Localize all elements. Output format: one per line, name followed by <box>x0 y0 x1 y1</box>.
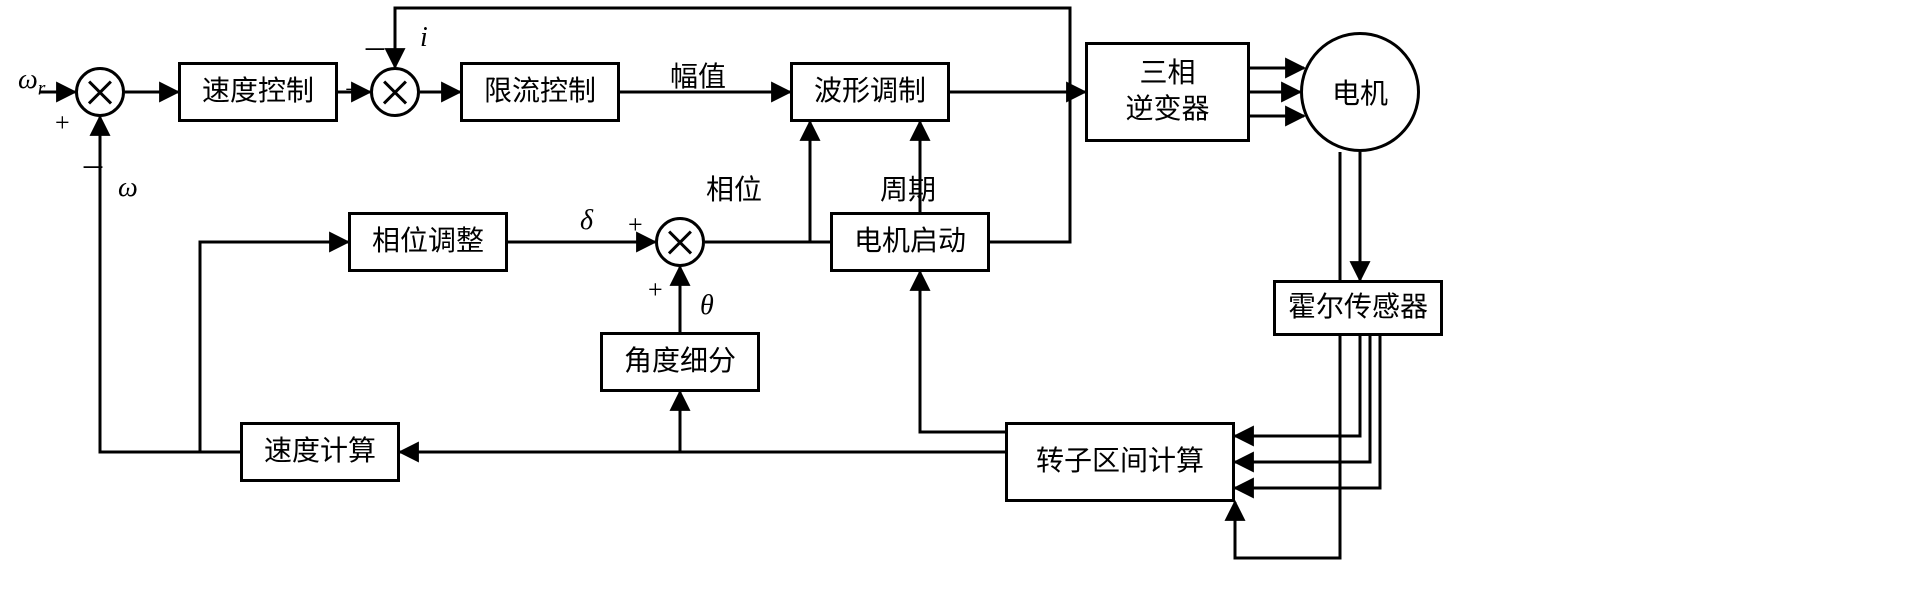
wire-17 <box>100 117 240 452</box>
block-current_lim: 限流控制 <box>460 62 620 122</box>
block-speed_ctrl: 速度控制 <box>178 62 338 122</box>
sign-s3_plus1: + <box>628 210 643 240</box>
block-angle_sub: 角度细分 <box>600 332 760 392</box>
block-inverter: 三相逆变器 <box>1085 42 1250 142</box>
sign-s2_plus: + <box>345 75 360 105</box>
sign-s1_plus: + <box>55 108 70 138</box>
block-wave_mod: 波形调制 <box>790 62 950 122</box>
sign-s1_minus: － <box>80 148 106 185</box>
wire-13 <box>1235 336 1380 488</box>
motor: 电机 <box>1300 32 1420 152</box>
label-omega_r: ωr <box>18 64 45 101</box>
block-speed_calc: 速度计算 <box>240 422 400 482</box>
block-hall: 霍尔传感器 <box>1273 280 1443 336</box>
wire-10 <box>1235 152 1340 558</box>
label-i: i <box>420 22 428 54</box>
block-rotor_calc: 转子区间计算 <box>1005 422 1235 502</box>
label-amp: 幅值 <box>670 55 726 95</box>
label-theta: θ <box>700 290 714 322</box>
label-delta: δ <box>580 205 593 237</box>
sign-s3_plus2: + <box>648 275 663 305</box>
wire-12 <box>1235 336 1370 462</box>
wire-18 <box>200 242 348 452</box>
block-motor_start: 电机启动 <box>830 212 990 272</box>
label-period: 周期 <box>880 168 936 208</box>
summer-s1 <box>75 67 125 117</box>
sign-s2_minus: － <box>362 30 388 67</box>
label-phase: 相位 <box>706 168 762 208</box>
summer-s2 <box>370 67 420 117</box>
label-omega: ω <box>118 172 138 204</box>
wire-11 <box>1235 336 1360 436</box>
block-phase_adj: 相位调整 <box>348 212 508 272</box>
wire-24 <box>920 272 1005 432</box>
summer-s3 <box>655 217 705 267</box>
